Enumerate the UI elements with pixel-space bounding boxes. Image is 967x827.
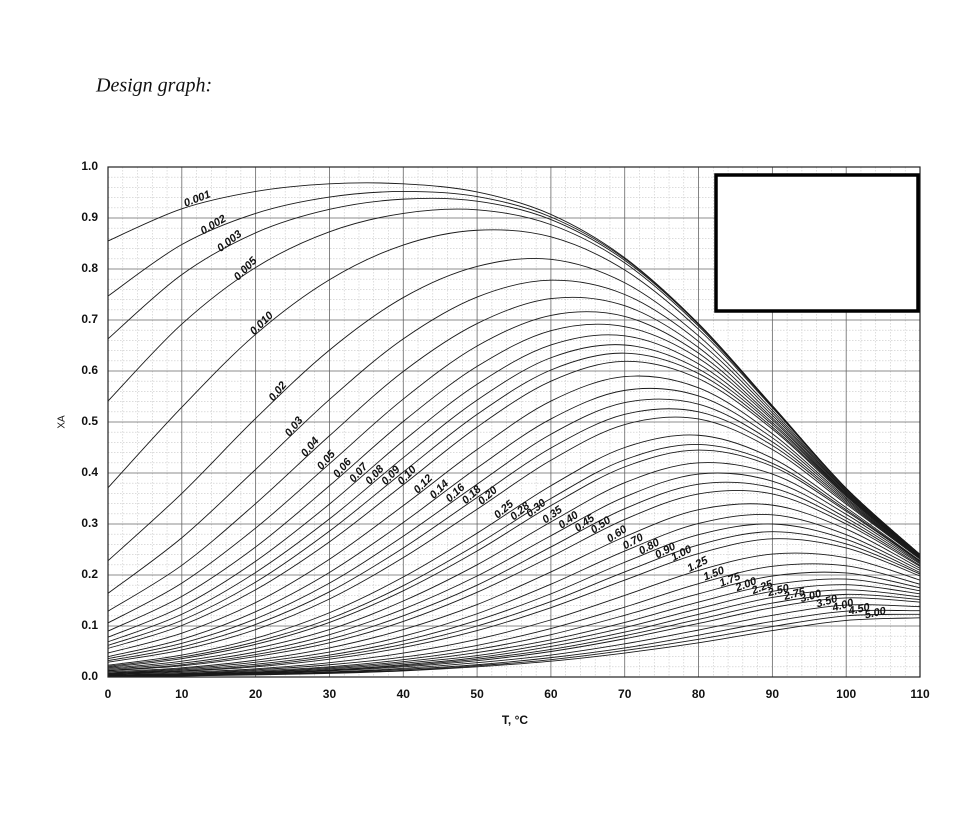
chart-title: Design graph:: [95, 75, 212, 97]
curve: [108, 323, 920, 632]
x-tick-label: 50: [470, 687, 484, 701]
y-tick-label: 0.0: [81, 669, 98, 683]
curve-label: 3.00: [799, 588, 824, 606]
curve: [108, 434, 920, 666]
y-tick-label: 0.8: [81, 261, 98, 275]
curve: [108, 613, 920, 677]
curve-label: 2.75: [782, 586, 808, 604]
blank-box: [714, 173, 920, 313]
curve: [108, 489, 920, 672]
curve: [108, 563, 920, 676]
plot-frame: [107, 166, 921, 678]
y-tick-label: 0.1: [81, 618, 98, 632]
curve: [108, 538, 920, 675]
y-tick-label: 0.7: [81, 312, 98, 326]
y-tick-label: 0.6: [81, 363, 98, 377]
x-tick-label: 40: [397, 687, 411, 701]
x-tick-label: 10: [175, 687, 189, 701]
curve: [108, 398, 920, 660]
curve: [108, 513, 920, 674]
curve: [108, 375, 920, 654]
y-tick-label: 0.4: [81, 465, 98, 479]
curve-label: 4.50: [846, 601, 871, 618]
x-tick-label: 110: [910, 687, 930, 701]
x-tick-label: 80: [692, 687, 706, 701]
curve: [108, 597, 920, 677]
y-tick-label: 0.2: [81, 567, 98, 581]
curve: [108, 257, 920, 562]
curve: [108, 360, 920, 649]
x-tick-label: 30: [323, 687, 337, 701]
y-tick-label: 1.0: [81, 159, 98, 173]
curve: [108, 449, 920, 668]
curve: [108, 578, 920, 676]
curve: [108, 229, 920, 555]
x-tick-label: 20: [249, 687, 263, 701]
curve: [108, 472, 920, 670]
curve-label: 2.50: [766, 582, 791, 599]
curve: [108, 408, 920, 662]
x-tick-label: 100: [836, 687, 856, 701]
curve: [108, 416, 920, 663]
x-tick-label: 70: [618, 687, 632, 701]
curve: [108, 552, 920, 675]
curve: [108, 443, 920, 667]
curves: [108, 182, 920, 677]
x-axis-label: T, °C: [502, 713, 528, 727]
y-tick-label: 0.9: [81, 210, 98, 224]
y-tick-label: 0.3: [81, 516, 98, 530]
curve: [108, 571, 920, 676]
x-tick-label: 90: [766, 687, 780, 701]
curve: [108, 462, 920, 669]
curve: [108, 279, 920, 594]
curve: [108, 523, 920, 674]
curve: [108, 208, 920, 555]
curve: [108, 296, 920, 612]
curve: [108, 503, 920, 673]
y-tick-label: 0.5: [81, 414, 98, 428]
curve: [108, 311, 920, 624]
curve: [108, 531, 920, 674]
curve-label: 3.50: [815, 593, 840, 611]
curve: [108, 387, 920, 658]
x-tick-label: 60: [544, 687, 558, 701]
curve: [108, 344, 920, 643]
curve: [108, 334, 920, 638]
curve-label: 5.00: [864, 605, 888, 621]
curve: [108, 617, 920, 677]
x-tick-label: 0: [105, 687, 112, 701]
curve: [108, 481, 920, 671]
curve: [108, 352, 920, 646]
y-axis-label: XA: [57, 415, 68, 429]
